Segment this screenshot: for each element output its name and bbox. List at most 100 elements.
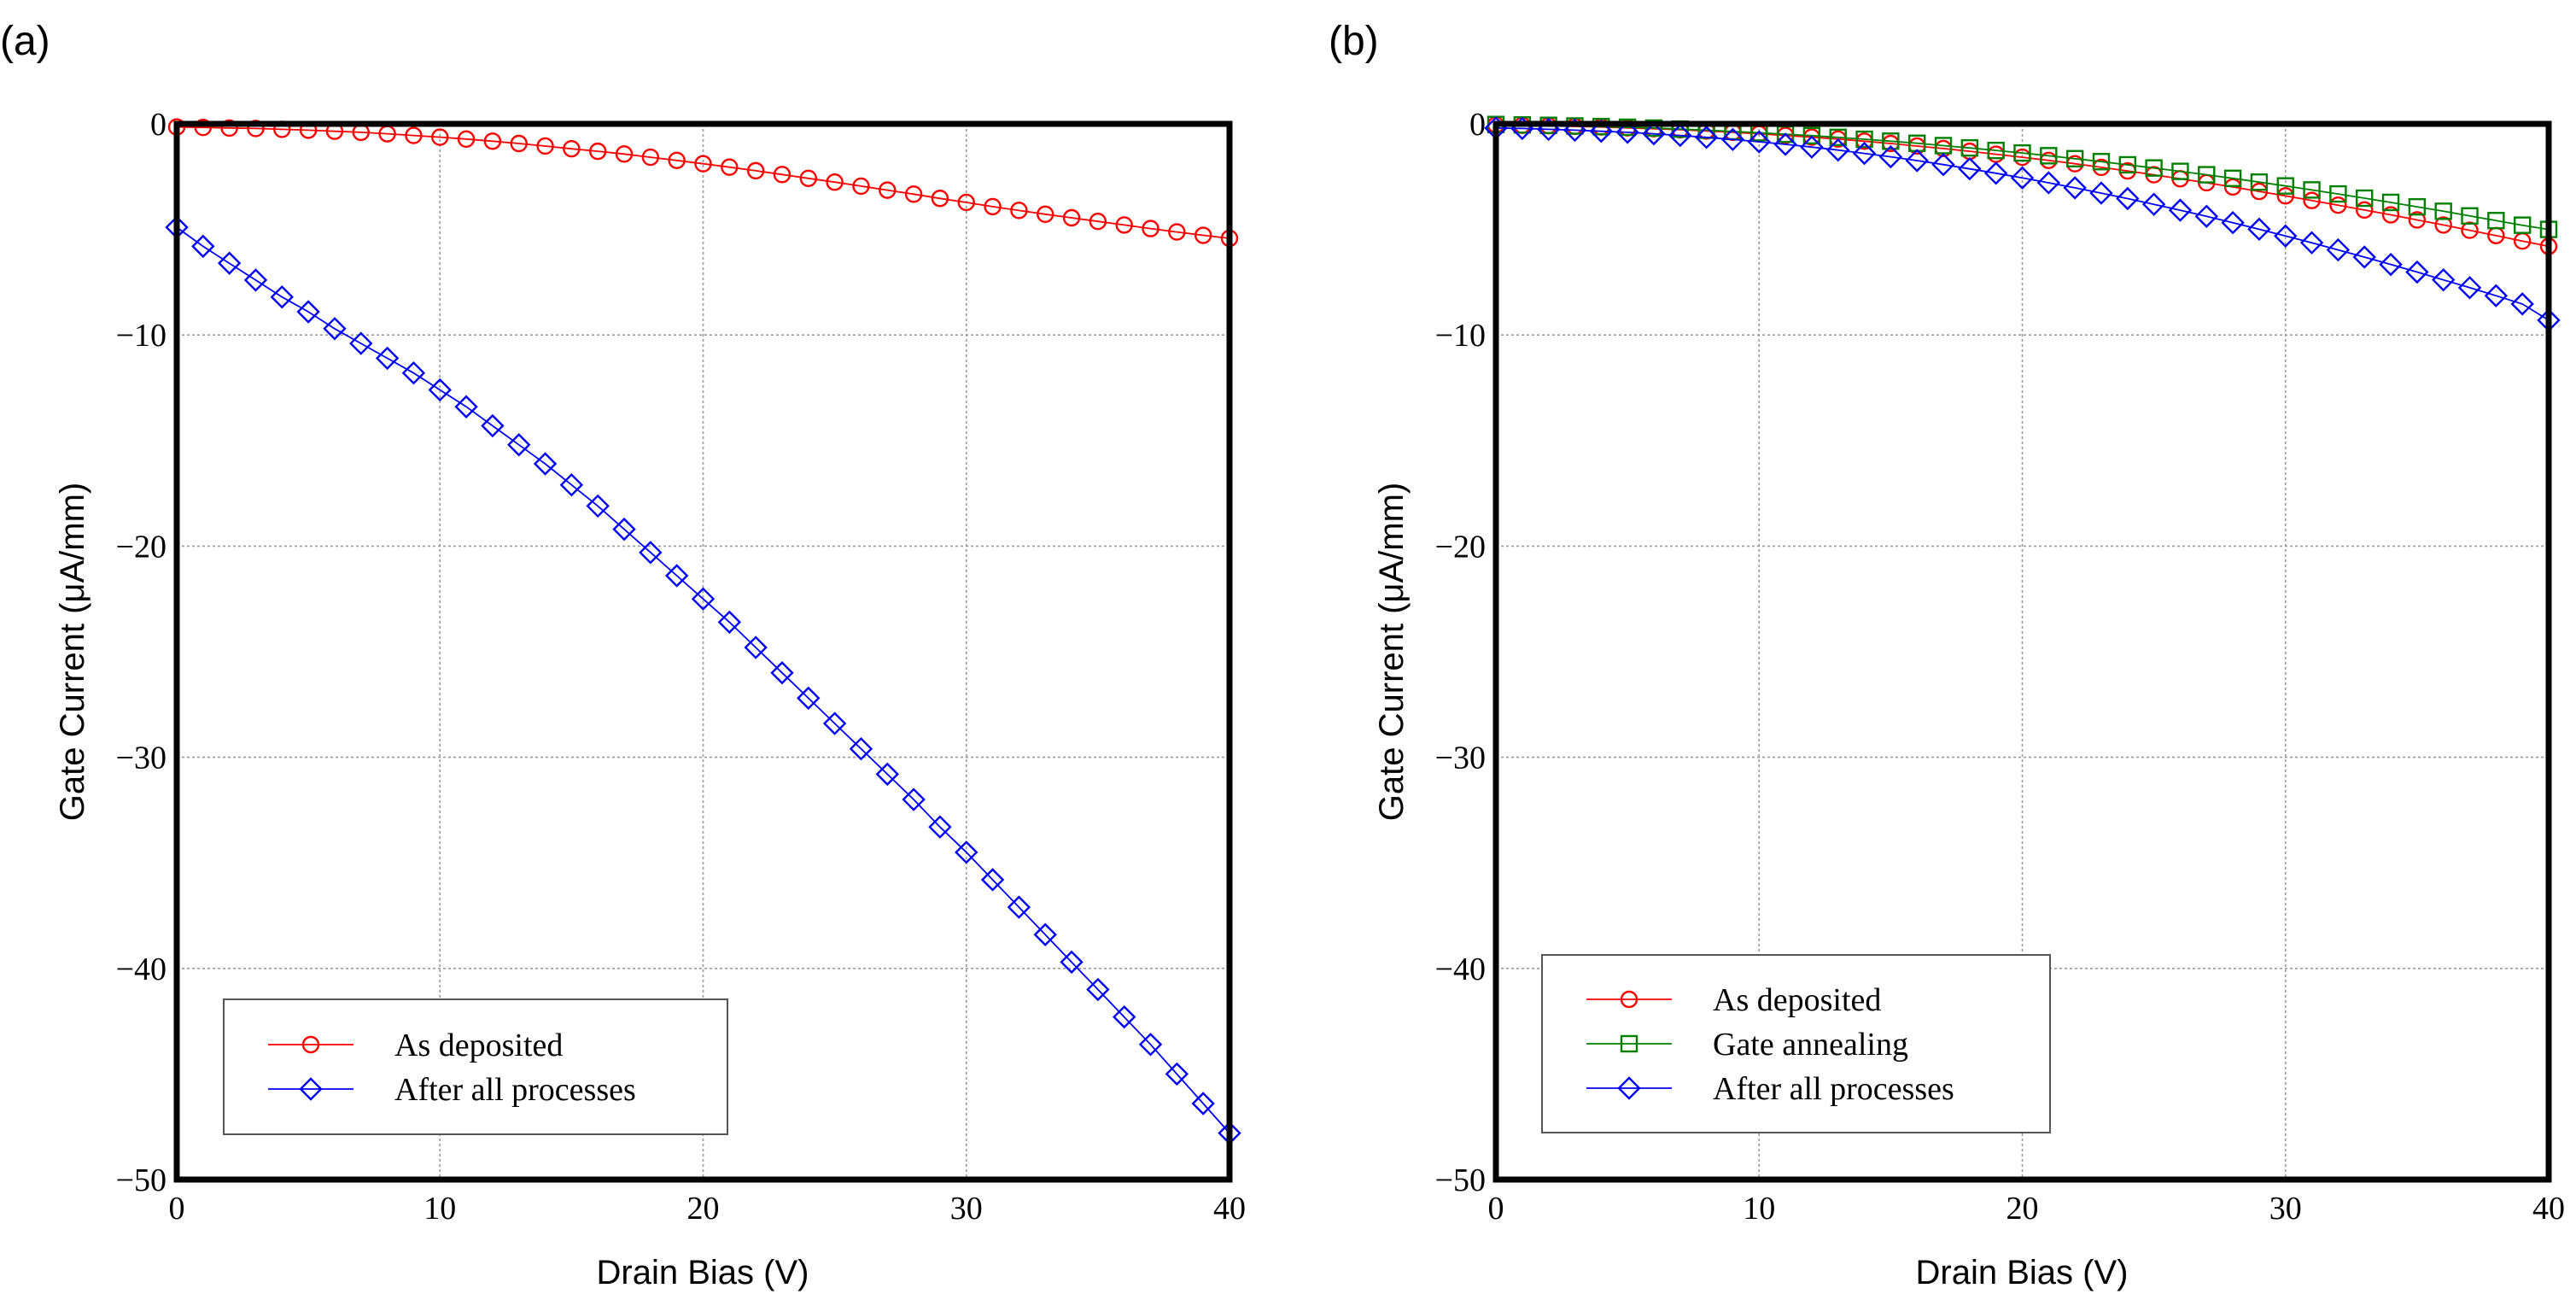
series-line-after-all-processes [176, 226, 1230, 1134]
data-point [1618, 118, 1637, 137]
data-point [563, 139, 581, 158]
panel-b: (b) 0 10 20 30 40 0 −10 −20 −30 −40 −50 Drain Bias… [1329, 19, 2565, 1291]
data-point [220, 119, 238, 138]
data-point [1010, 202, 1028, 220]
data-point [612, 517, 636, 542]
data-point [589, 142, 607, 161]
data-point [2356, 189, 2374, 208]
x-tick-label: 20 [687, 1191, 720, 1227]
data-point [483, 132, 502, 150]
x-tick-label: 30 [950, 1191, 983, 1227]
data-point [1168, 223, 1186, 241]
tick-labels-b: 0 10 20 30 40 0 −10 −20 −30 −40 −50 [1435, 107, 2565, 1227]
legend-marker [1620, 1034, 1638, 1053]
y-tick-label: −30 [116, 741, 166, 776]
data-point [826, 173, 844, 191]
legend-label: As deposited [394, 1028, 563, 1063]
data-point [797, 686, 821, 711]
x-tick-label: 0 [169, 1191, 185, 1227]
x-tick-label: 10 [1743, 1191, 1775, 1227]
data-point [2276, 177, 2294, 195]
data-point [481, 413, 505, 438]
data-point [2381, 206, 2400, 224]
data-point [875, 762, 899, 787]
y-tick-label: −40 [1435, 952, 1486, 987]
data-point [1720, 127, 1745, 151]
data-point [431, 128, 449, 146]
data-point [1694, 126, 1719, 149]
data-point [401, 360, 426, 385]
data-point [2405, 260, 2429, 284]
data-point [2329, 196, 2347, 214]
data-point [2171, 162, 2189, 180]
data-point [639, 541, 663, 565]
data-point [1855, 130, 1873, 149]
y-tick-label: −40 [116, 952, 166, 987]
x-axis-title-b: Drain Bias (V) [1916, 1254, 2129, 1291]
data-point [536, 137, 554, 155]
data-point [2510, 292, 2534, 316]
tick-labels-a: 0 10 20 30 40 0 −10 −20 −30 −40 −50 [116, 107, 1246, 1227]
data-point [2299, 231, 2324, 255]
y-tick-label: −30 [1435, 741, 1486, 776]
data-point [1089, 213, 1107, 231]
data-point [1826, 138, 1850, 162]
data-point [1113, 1004, 1136, 1029]
x-tick-label: 40 [2532, 1191, 2565, 1227]
data-point [849, 737, 873, 761]
y-axis-title-a: Gate Current (μA/mm) [54, 483, 91, 821]
data-point [2381, 193, 2400, 212]
x-tick-label: 40 [1213, 1191, 1246, 1227]
data-point [1615, 120, 1639, 144]
data-point [980, 868, 1005, 892]
data-point [1668, 123, 1692, 148]
legend-label: As deposited [1713, 982, 1881, 1018]
data-point [507, 433, 531, 457]
data-point [2408, 197, 2427, 216]
data-point [1829, 128, 1847, 147]
data-point [2329, 184, 2347, 203]
series-gate-annealing [1487, 115, 2558, 238]
series-after-all-processes [1484, 116, 2561, 332]
data-point [615, 145, 634, 163]
data-point [2092, 153, 2111, 171]
data-point [2116, 186, 2140, 211]
data-point [2065, 149, 2084, 167]
data-point [296, 300, 320, 324]
legend-marker [1617, 1076, 1641, 1100]
data-point [2145, 159, 2163, 177]
data-point [746, 161, 765, 180]
legend-b: As deposited Gate annealing After all proc… [1541, 954, 2051, 1133]
data-point [405, 126, 423, 144]
data-point [2063, 176, 2087, 200]
plot-frame-a [173, 120, 1233, 1183]
data-point [744, 635, 768, 659]
data-point [1773, 132, 1797, 156]
data-point [2223, 169, 2242, 187]
data-point [773, 166, 791, 184]
series-layer-b [1484, 115, 2561, 332]
x-axis-title-a: Drain Bias (V) [597, 1254, 809, 1291]
data-point [1033, 922, 1057, 946]
data-point [2434, 202, 2452, 220]
series-layer-a [165, 118, 1241, 1145]
data-point [2194, 204, 2218, 228]
panel-a: (a) 0 10 20 30 40 0 −10 −20 −30 −40 −50 Drain Bias… [0, 19, 1246, 1291]
data-point [2168, 198, 2193, 222]
data-point [2461, 207, 2479, 225]
data-point [902, 788, 926, 811]
data-point [217, 251, 242, 275]
data-point [1747, 130, 1771, 154]
data-point [984, 197, 1002, 216]
data-point [2274, 224, 2298, 248]
data-point [1905, 149, 1929, 173]
legend-marker [299, 1077, 323, 1101]
data-point [1115, 216, 1133, 234]
y-tick-label: −20 [1435, 529, 1486, 565]
y-tick-label: 0 [150, 107, 166, 143]
grid-a [177, 124, 1230, 1180]
data-point [1062, 208, 1081, 227]
x-tick-label: 10 [423, 1191, 456, 1227]
data-point [247, 120, 265, 138]
data-point [904, 185, 923, 203]
